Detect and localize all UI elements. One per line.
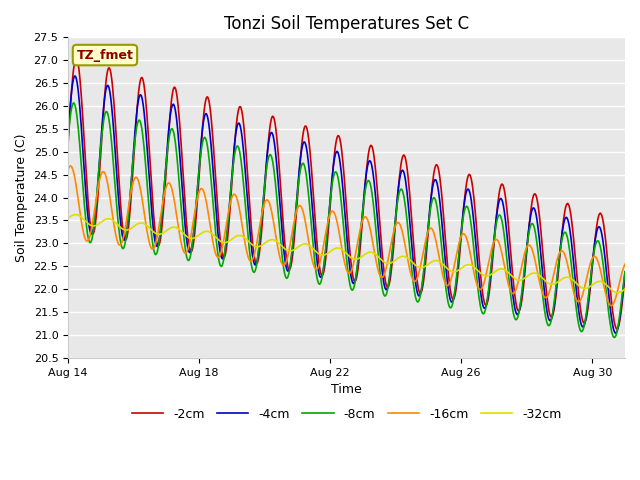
-2cm: [129, 175, 136, 181]
-16cm: [64, 167, 72, 172]
-16cm: [129, 182, 136, 188]
-32cm: [129, 225, 136, 230]
-2cm: [491, 235, 499, 241]
-4cm: [353, 266, 361, 272]
-8cm: [353, 264, 361, 270]
Text: TZ_fmet: TZ_fmet: [77, 48, 133, 61]
-32cm: [140, 221, 148, 227]
-2cm: [72, 55, 80, 61]
Legend: -2cm, -4cm, -8cm, -16cm, -32cm: -2cm, -4cm, -8cm, -16cm, -32cm: [127, 403, 566, 425]
-32cm: [72, 212, 79, 217]
-8cm: [140, 144, 148, 150]
-2cm: [613, 326, 621, 332]
-8cm: [610, 335, 618, 340]
-32cm: [178, 228, 186, 234]
-8cm: [401, 196, 408, 202]
-4cm: [71, 73, 79, 79]
-2cm: [178, 148, 186, 154]
-32cm: [64, 216, 72, 221]
-32cm: [353, 256, 361, 262]
-2cm: [353, 272, 361, 277]
-8cm: [70, 100, 77, 106]
Line: -16cm: -16cm: [68, 166, 625, 306]
-4cm: [621, 269, 629, 275]
-16cm: [353, 242, 361, 248]
Line: -8cm: -8cm: [68, 103, 625, 337]
-4cm: [178, 177, 186, 183]
-16cm: [178, 242, 186, 248]
-4cm: [612, 330, 620, 336]
-2cm: [621, 273, 629, 278]
-32cm: [401, 253, 408, 259]
-4cm: [491, 231, 499, 237]
-8cm: [129, 165, 136, 171]
-8cm: [621, 269, 629, 275]
-8cm: [178, 209, 186, 215]
-16cm: [621, 261, 629, 267]
-16cm: [607, 303, 615, 309]
-2cm: [140, 82, 148, 88]
Line: -32cm: -32cm: [68, 215, 625, 293]
-16cm: [67, 163, 74, 169]
-32cm: [614, 290, 621, 296]
Title: Tonzi Soil Temperatures Set C: Tonzi Soil Temperatures Set C: [224, 15, 469, 33]
-2cm: [401, 153, 408, 158]
-32cm: [491, 269, 499, 275]
Line: -4cm: -4cm: [68, 76, 625, 333]
-16cm: [140, 208, 148, 214]
-4cm: [64, 130, 72, 135]
-4cm: [129, 164, 136, 170]
-8cm: [64, 134, 72, 140]
X-axis label: Time: Time: [332, 383, 362, 396]
-4cm: [140, 108, 148, 114]
-16cm: [401, 238, 408, 244]
-2cm: [64, 140, 72, 145]
-32cm: [621, 286, 629, 292]
-8cm: [491, 233, 499, 239]
Line: -2cm: -2cm: [68, 58, 625, 329]
-4cm: [401, 171, 408, 177]
Y-axis label: Soil Temperature (C): Soil Temperature (C): [15, 133, 28, 262]
-16cm: [491, 238, 499, 244]
